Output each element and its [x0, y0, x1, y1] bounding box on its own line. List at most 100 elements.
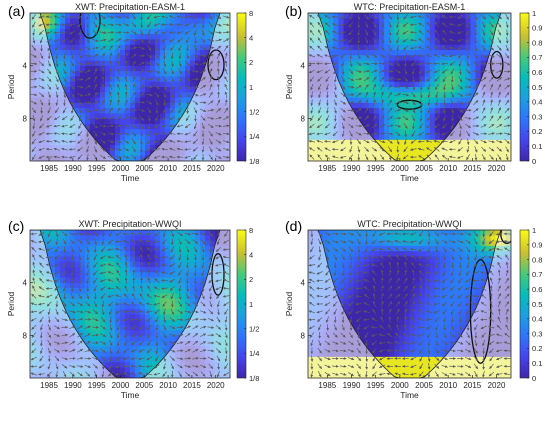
heatmap-cell — [165, 92, 171, 99]
x-tick-label: 2010 — [159, 164, 177, 173]
heatmap-cell — [424, 34, 431, 41]
phase-arrow — [154, 60, 160, 67]
phase-arrow — [224, 68, 228, 75]
heatmap-cell — [160, 108, 166, 115]
x-axis-label: Time — [121, 390, 140, 400]
heatmap-cell — [445, 13, 451, 19]
phase-arrow — [178, 91, 182, 99]
heatmap-cell — [404, 155, 411, 161]
heatmap-cell — [145, 150, 151, 157]
heatmap-cell — [419, 155, 426, 161]
heatmap-cell — [145, 39, 151, 46]
phase-arrow — [61, 116, 68, 121]
heatmap-cell — [409, 13, 416, 19]
phase-arrow — [62, 76, 67, 83]
heatmap-cell — [180, 108, 186, 115]
heatmap-cell — [343, 60, 350, 67]
phase-arrow — [68, 155, 76, 159]
heatmap-cell — [130, 155, 136, 161]
heatmap-cell — [404, 13, 411, 19]
heatmap-cell — [125, 235, 131, 242]
heatmap-cell — [100, 102, 106, 109]
heatmap-cell — [424, 150, 431, 157]
heatmap-cell — [190, 92, 196, 99]
phase-arrow — [69, 30, 76, 35]
phase-arrow — [201, 122, 205, 130]
phase-arrow — [31, 154, 36, 161]
heatmap-cell — [460, 34, 466, 41]
heatmap-cell — [100, 34, 106, 41]
phase-arrow — [224, 99, 228, 106]
colorbar-tick-label: 2 — [249, 275, 253, 284]
heatmap-cell — [115, 13, 121, 19]
heatmap-cell — [399, 13, 406, 19]
heatmap-cell — [115, 18, 121, 25]
phase-arrow — [168, 124, 176, 128]
heatmap-cell — [353, 97, 360, 104]
x-tick-label: 1990 — [343, 164, 361, 173]
heatmap-cell — [394, 34, 400, 41]
phase-arrow — [168, 23, 176, 26]
heatmap-cell — [150, 118, 156, 125]
heatmap-cell — [115, 288, 121, 295]
heatmap-cell — [75, 71, 81, 78]
heatmap-cell — [338, 13, 345, 19]
heatmap-cell — [348, 18, 355, 25]
phase-arrow — [122, 124, 130, 128]
heatmap-cell — [434, 18, 441, 25]
heatmap-cell — [434, 50, 441, 56]
heatmap-cell — [140, 139, 146, 146]
heatmap-cell — [460, 76, 466, 83]
heatmap-cell — [80, 298, 86, 305]
phase-arrow — [153, 15, 161, 19]
heatmap-cell — [55, 23, 61, 30]
heatmap-cell — [120, 351, 126, 358]
phase-arrow — [116, 68, 121, 75]
heatmap-cell — [439, 134, 446, 141]
heatmap-cell — [490, 18, 497, 25]
heatmap-cell — [155, 134, 161, 141]
heatmap-cell — [353, 81, 360, 88]
phase-arrow — [92, 46, 99, 50]
heatmap-cell — [470, 92, 477, 99]
heatmap-cell — [150, 235, 156, 242]
phase-arrow — [215, 155, 222, 159]
heatmap-cell — [105, 55, 111, 62]
heatmap-cell — [140, 335, 146, 342]
heatmap-cell — [120, 39, 126, 46]
heatmap-cell — [450, 44, 456, 51]
phase-arrow — [176, 31, 184, 34]
heatmap-cell — [50, 18, 56, 25]
heatmap-cell — [429, 92, 436, 99]
heatmap-cell — [190, 293, 196, 300]
phase-arrow — [68, 15, 76, 19]
heatmap-cell — [394, 13, 400, 19]
heatmap-cell — [185, 34, 191, 41]
phase-arrow — [38, 85, 45, 89]
heatmap-cell — [409, 92, 416, 99]
heatmap-cell — [394, 71, 400, 78]
heatmap-cell — [424, 118, 431, 125]
phase-arrow — [147, 154, 152, 160]
heatmap-cell — [455, 23, 461, 30]
heatmap-cell — [80, 319, 86, 326]
heatmap-cell — [424, 81, 431, 88]
phase-arrow — [178, 84, 182, 91]
phase-arrow — [84, 62, 92, 65]
phase-arrow — [132, 83, 136, 91]
heatmap-cell — [480, 65, 487, 72]
heatmap-cell — [85, 50, 91, 56]
phase-arrow — [107, 38, 114, 43]
heatmap-cell — [180, 39, 186, 46]
phase-arrow — [138, 46, 145, 50]
heatmap-cell — [424, 44, 431, 51]
heatmap-cell — [150, 76, 156, 83]
heatmap-cell — [353, 18, 360, 25]
phase-arrow — [32, 29, 36, 36]
heatmap-cell — [105, 362, 111, 369]
heatmap-cell — [155, 325, 161, 332]
heatmap-cell — [155, 23, 161, 30]
heatmap-cell — [358, 18, 365, 25]
heatmap-cell — [155, 341, 161, 347]
heatmap-cell — [333, 23, 340, 30]
